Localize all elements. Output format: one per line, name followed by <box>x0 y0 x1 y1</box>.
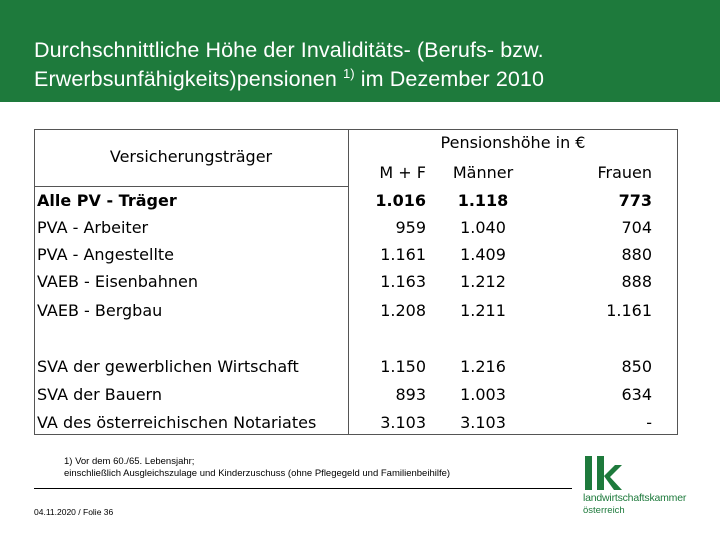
logo-name: landwirtschaftskammer <box>583 492 687 504</box>
title-line-2-start: Erwerbsunfähigkeits)pensionen <box>34 67 343 91</box>
column-header-women: Frauen <box>597 163 652 182</box>
footer-date-slide: 04.11.2020 / Folie 36 <box>34 507 114 517</box>
value-women: 704 <box>621 218 652 237</box>
value-men: 1.211 <box>460 301 506 320</box>
value-men: 1.212 <box>460 272 506 291</box>
value-women: 1.161 <box>606 301 652 320</box>
lk-logo: landwirtschaftskammer österreich <box>583 454 693 520</box>
row-label: PVA - Angestellte <box>37 245 175 264</box>
value-mf: 1.163 <box>380 272 426 291</box>
title-line-2-end: im Dezember 2010 <box>354 67 545 91</box>
value-mf: 1.150 <box>380 357 426 376</box>
value-men: 1.040 <box>460 218 506 237</box>
column-header-mf: M + F <box>379 163 426 182</box>
value-mf: 1.161 <box>380 245 426 264</box>
value-men: 3.103 <box>460 413 506 432</box>
footnote-line-2: einschließlich Ausgleichszulage und Kind… <box>64 468 451 479</box>
footnote-line-1: 1) Vor dem 60./65. Lebensjahr; <box>64 456 195 467</box>
pension-table: Versicherungsträger Pensionshöhe in € M … <box>34 129 678 435</box>
value-men: 1.409 <box>460 245 506 264</box>
value-mf: 1.208 <box>380 301 426 320</box>
value-mf: 3.103 <box>380 413 426 432</box>
value-women: - <box>646 413 652 432</box>
value-women: 850 <box>621 357 652 376</box>
row-label: PVA - Arbeiter <box>37 218 149 237</box>
value-women: 880 <box>621 245 652 264</box>
row-label: VA des österreichischen Notariates <box>37 413 317 432</box>
row-label: SVA der gewerblichen Wirtschaft <box>37 357 299 376</box>
column-header-men: Männer <box>452 163 514 182</box>
title-line-1: Durchschnittliche Höhe der Invaliditäts-… <box>34 38 544 62</box>
value-women: 773 <box>618 191 652 210</box>
logo-sub: österreich <box>583 505 625 516</box>
value-women: 634 <box>621 385 652 404</box>
value-men: 1.003 <box>460 385 506 404</box>
slide-title: Durchschnittliche Höhe der Invaliditäts-… <box>34 36 544 94</box>
footer-divider <box>34 488 572 489</box>
lk-logo-mark <box>585 456 622 490</box>
value-mf: 959 <box>395 218 426 237</box>
row-label: Alle PV - Träger <box>37 191 177 210</box>
value-men: 1.216 <box>460 357 506 376</box>
title-banner: Durchschnittliche Höhe der Invaliditäts-… <box>0 0 720 102</box>
table-header-divider <box>34 186 348 187</box>
footnote: 1) Vor dem 60./65. Lebensjahr; einschlie… <box>64 456 450 480</box>
insurer-column-header: Versicherungsträger <box>109 147 273 166</box>
value-men: 1.118 <box>457 191 509 210</box>
table-border <box>34 129 678 435</box>
value-women: 888 <box>621 272 652 291</box>
row-label: VAEB - Bergbau <box>37 301 163 320</box>
title-footnote-marker: 1) <box>342 66 355 81</box>
pension-amount-header: Pensionshöhe in € <box>440 133 586 152</box>
value-mf: 893 <box>395 385 426 404</box>
row-label: SVA der Bauern <box>37 385 162 404</box>
row-label: VAEB - Eisenbahnen <box>37 272 198 291</box>
value-mf: 1.016 <box>375 191 426 210</box>
table-column-divider <box>348 129 349 435</box>
